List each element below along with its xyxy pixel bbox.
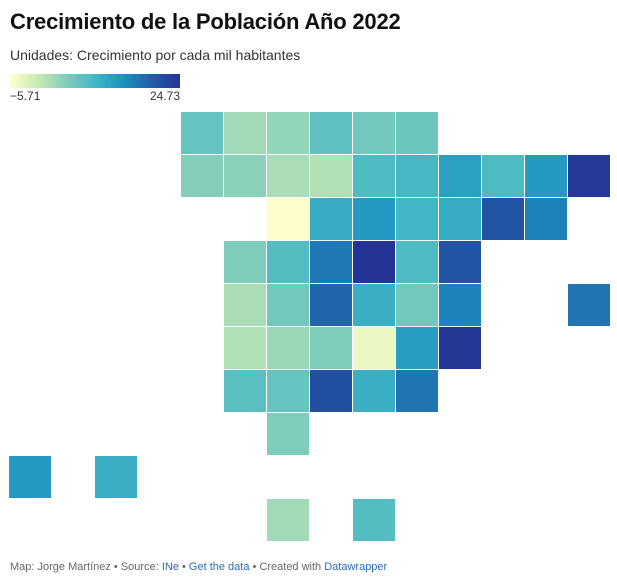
legend-gradient-bar [10, 74, 180, 88]
map-tile[interactable] [439, 284, 481, 326]
footer-separator: • Created with [249, 561, 325, 573]
map-tile[interactable] [568, 155, 610, 197]
chart-subtitle: Unidades: Crecimiento por cada mil habit… [10, 47, 301, 63]
map-tile[interactable] [353, 327, 395, 369]
map-tile[interactable] [267, 198, 309, 240]
map-tile[interactable] [568, 284, 610, 326]
map-tile[interactable] [353, 241, 395, 283]
map-tile[interactable] [353, 112, 395, 154]
map-tile[interactable] [310, 370, 352, 412]
map-tile[interactable] [439, 327, 481, 369]
map-tile[interactable] [353, 284, 395, 326]
map-tile[interactable] [396, 284, 438, 326]
map-tile[interactable] [224, 370, 266, 412]
map-tile[interactable] [267, 241, 309, 283]
map-tile[interactable] [525, 155, 567, 197]
map-tile[interactable] [439, 155, 481, 197]
map-tile[interactable] [224, 155, 266, 197]
map-tile[interactable] [9, 456, 51, 498]
map-tile[interactable] [181, 112, 223, 154]
tile-grid-map [9, 112, 610, 541]
map-tile[interactable] [267, 413, 309, 455]
map-tile[interactable] [267, 499, 309, 541]
map-tile[interactable] [353, 198, 395, 240]
map-tile[interactable] [267, 155, 309, 197]
map-tile[interactable] [396, 155, 438, 197]
map-tile[interactable] [181, 155, 223, 197]
map-tile[interactable] [310, 241, 352, 283]
map-tile[interactable] [310, 155, 352, 197]
legend-max-label: 24.73 [149, 89, 180, 103]
get-data-link[interactable]: Get the data [188, 561, 250, 573]
map-tile[interactable] [267, 370, 309, 412]
map-tile[interactable] [310, 284, 352, 326]
map-tile[interactable] [267, 112, 309, 154]
map-tile[interactable] [267, 284, 309, 326]
map-tile[interactable] [396, 198, 438, 240]
map-tile[interactable] [482, 198, 524, 240]
map-tile[interactable] [224, 112, 266, 154]
map-tile[interactable] [525, 198, 567, 240]
map-tile[interactable] [396, 112, 438, 154]
map-tile[interactable] [95, 456, 137, 498]
source-link[interactable]: INe [161, 561, 179, 573]
footer-credits: Map: Jorge Martínez • Source: INe • Get … [10, 561, 387, 573]
map-tile[interactable] [439, 198, 481, 240]
map-tile[interactable] [396, 241, 438, 283]
map-tile[interactable] [224, 241, 266, 283]
map-tile[interactable] [396, 370, 438, 412]
map-tile[interactable] [439, 241, 481, 283]
chart-title: Crecimiento de la Población Año 2022 [10, 9, 401, 34]
map-tile[interactable] [396, 327, 438, 369]
map-tile[interactable] [353, 155, 395, 197]
map-tile[interactable] [224, 284, 266, 326]
color-legend: −5.71 24.73 [10, 74, 180, 103]
map-tile[interactable] [224, 327, 266, 369]
footer-separator: • Source: [110, 561, 162, 573]
map-tile[interactable] [310, 327, 352, 369]
legend-min-label: −5.71 [10, 89, 41, 103]
map-tile[interactable] [310, 198, 352, 240]
map-tile[interactable] [353, 370, 395, 412]
footer-separator: • [178, 561, 189, 573]
datawrapper-link[interactable]: Datawrapper [324, 561, 388, 573]
map-tile[interactable] [353, 499, 395, 541]
map-tile[interactable] [310, 112, 352, 154]
legend-labels: −5.71 24.73 [10, 89, 180, 103]
footer-author: Map: Jorge Martínez [10, 561, 111, 573]
map-tile[interactable] [267, 327, 309, 369]
map-tile[interactable] [482, 155, 524, 197]
